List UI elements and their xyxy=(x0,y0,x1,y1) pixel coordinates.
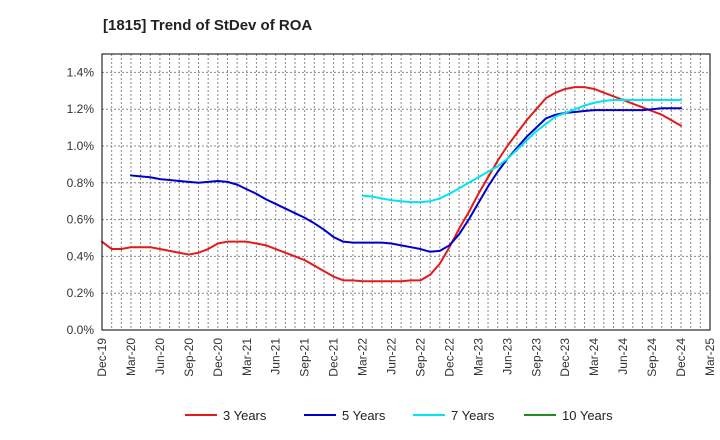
plot-area-border xyxy=(101,53,711,331)
x-tick-label: Mar-21 xyxy=(240,338,254,376)
legend-label: 3 Years xyxy=(223,408,267,423)
x-tick-label: Mar-24 xyxy=(587,338,601,376)
y-tick-label: 0.6% xyxy=(67,213,95,227)
x-tick-label: Jun-20 xyxy=(153,338,167,375)
x-tick-label: Mar-23 xyxy=(471,338,485,376)
x-tick-label: Jun-23 xyxy=(500,338,514,375)
series-line-3-years xyxy=(101,86,683,283)
x-axis-ticks: Dec-19 Mar-20 Jun-20 Sep-20 Dec-20 Mar-21 Jun-… xyxy=(95,338,717,377)
x-tick-label: Dec-21 xyxy=(327,338,341,377)
legend-label: 7 Years xyxy=(451,408,495,423)
x-tick-label: Mar-25 xyxy=(703,338,717,376)
y-tick-label: 0.8% xyxy=(67,176,95,190)
x-tick-label: Jun-24 xyxy=(616,338,630,375)
y-tick-label: 0.4% xyxy=(67,249,95,263)
x-tick-label: Jun-22 xyxy=(385,338,399,375)
x-tick-label: Dec-23 xyxy=(558,338,572,377)
x-tick-label: Sep-22 xyxy=(413,338,427,377)
legend: 3 Years 5 Years 7 Years 10 Years xyxy=(185,408,613,423)
grid xyxy=(101,54,711,331)
chart-title: [1815] Trend of StDev of ROA xyxy=(103,17,312,34)
x-tick-label: Sep-23 xyxy=(529,338,543,377)
x-tick-label: Sep-24 xyxy=(645,338,659,377)
x-tick-label: Mar-22 xyxy=(356,338,370,376)
y-tick-label: 1.0% xyxy=(67,139,95,153)
x-tick-label: Mar-20 xyxy=(124,338,138,376)
legend-label: 5 Years xyxy=(342,408,386,423)
x-tick-label: Dec-24 xyxy=(674,338,688,377)
y-tick-label: 0.0% xyxy=(67,323,95,337)
x-tick-label: Jun-21 xyxy=(269,338,283,375)
y-tick-label: 1.4% xyxy=(67,65,95,79)
x-tick-label: Dec-20 xyxy=(211,338,225,377)
series-lines xyxy=(101,86,683,283)
x-tick-label: Sep-20 xyxy=(182,338,196,377)
series-line-5-years xyxy=(129,107,683,253)
legend-label: 10 Years xyxy=(562,408,613,423)
x-tick-label: Sep-21 xyxy=(298,338,312,377)
y-axis-ticks: 0.0% 0.2% 0.4% 0.6% 0.8% 1.0% 1.2% 1.4% xyxy=(67,65,95,337)
y-tick-label: 0.2% xyxy=(67,286,95,300)
y-tick-label: 1.2% xyxy=(67,102,95,116)
x-tick-label: Dec-22 xyxy=(442,338,456,377)
x-tick-label: Dec-19 xyxy=(95,338,109,377)
series-line-7-years xyxy=(361,99,683,204)
